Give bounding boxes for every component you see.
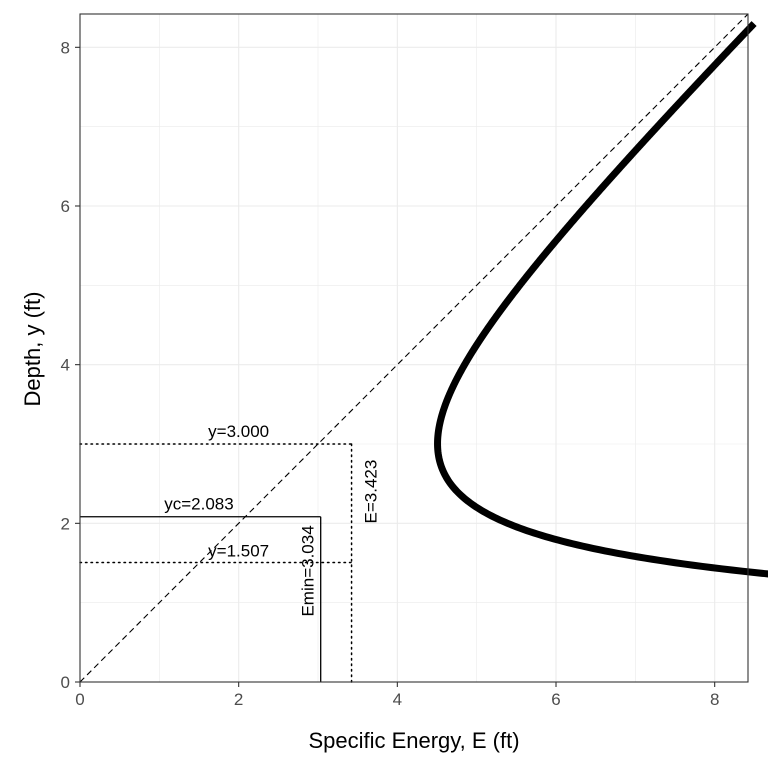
- y-axis-title: Depth, y (ft): [20, 292, 45, 407]
- x-tick-label: 2: [234, 690, 243, 709]
- y-tick-label: 4: [61, 356, 70, 375]
- y-tick-label: 8: [61, 38, 70, 57]
- specific-energy-curve: [434, 21, 768, 578]
- y-lower-label: y=1.507: [208, 541, 269, 560]
- curve-layer: [434, 21, 768, 578]
- panel-border: [79, 13, 749, 683]
- y-tick-label: 6: [61, 197, 70, 216]
- x-tick-label: 8: [710, 690, 719, 709]
- x-tick-label: 4: [393, 690, 402, 709]
- x-axis-title: Specific Energy, E (ft): [308, 728, 519, 753]
- y-tick-label: 0: [61, 673, 70, 692]
- y-tick-label: 2: [61, 514, 70, 533]
- yc-label: yc=2.083: [164, 495, 233, 514]
- x-tick-label: 0: [75, 690, 84, 709]
- x-tick-label: 6: [551, 690, 560, 709]
- reference-lines: [79, 13, 749, 683]
- emin-label: Emin=3.034: [299, 525, 318, 616]
- y-upper-label: y=3.000: [208, 422, 269, 441]
- axis-ticks: 0 2 4 6 8 0 2 4 6 8: [61, 38, 720, 709]
- reference-line-e-equals-y: [79, 13, 749, 683]
- e-label: E=3.423: [362, 460, 381, 524]
- annotations: y=3.000 yc=2.083 y=1.507 Emin=3.034 E=3.423: [164, 422, 380, 617]
